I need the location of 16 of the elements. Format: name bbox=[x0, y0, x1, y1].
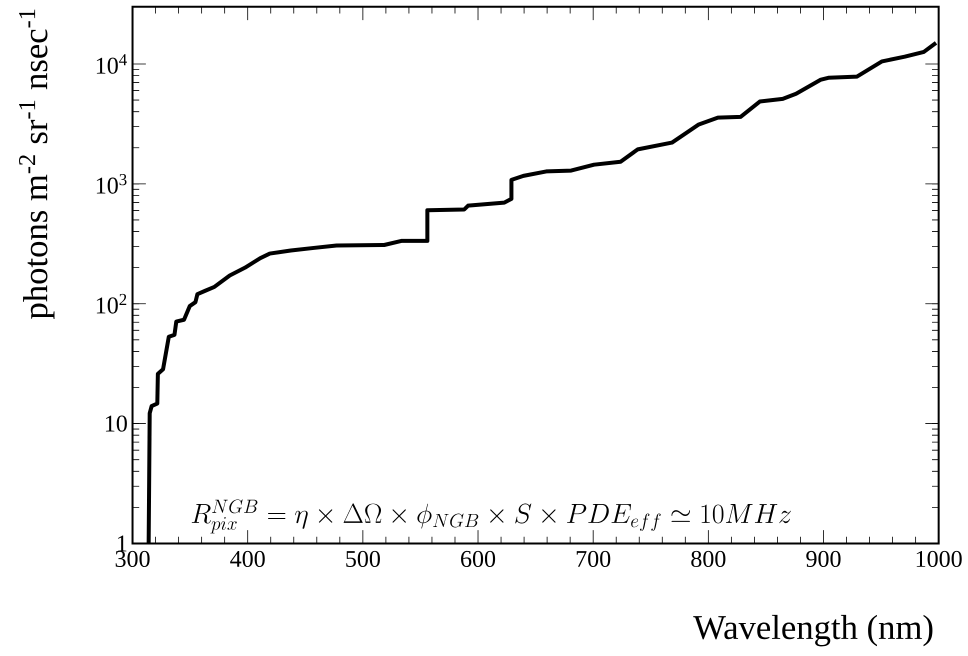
x-tick-label: 300 bbox=[116, 550, 150, 568]
x-tick-label: 500 bbox=[346, 550, 380, 568]
x-axis-title: Wavelength (nm) bbox=[693, 614, 932, 646]
y-tick-label: 1 bbox=[118, 536, 126, 552]
x-tick-label: 400 bbox=[230, 550, 265, 568]
y-tick-label: 10 bbox=[106, 415, 127, 432]
x-tick-label: 800 bbox=[691, 550, 726, 568]
y-axis-title: photons m$^{-2}$ sr$^{-1}$ nsec$^{-1}$ bbox=[19, 10, 54, 319]
x-tick-label: 1000 bbox=[916, 550, 962, 568]
x-tick-label: 600 bbox=[461, 550, 496, 568]
y-tick-label: 10$^{4}$ bbox=[96, 54, 127, 74]
y-tick-label: 10$^{2}$ bbox=[96, 294, 126, 314]
annotation: $R_{pix}^{NGB} = \eta \times \Delta\Omega \times \phi_{NGB} \times S \times PDE_{eff} \simeq 10MHz$ bbox=[192, 499, 791, 534]
x-tick-label: 900 bbox=[806, 550, 841, 568]
y-tick-label: 10$^{3}$ bbox=[96, 174, 126, 194]
x-tick-label: 700 bbox=[576, 550, 610, 568]
